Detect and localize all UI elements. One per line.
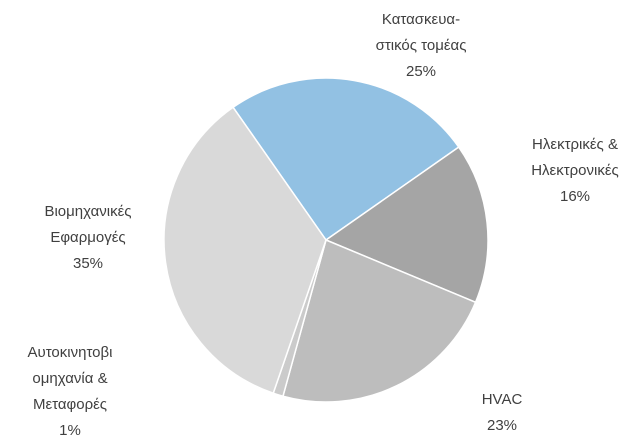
- slice-value-label: 16%: [560, 188, 590, 205]
- pie-slice: [232, 77, 460, 242]
- pie-slice: [163, 106, 327, 395]
- slice-label: στικός τομέας: [376, 37, 467, 54]
- pie-slice: [324, 146, 489, 304]
- slice-label: Κατασκευα-: [382, 11, 460, 28]
- pie-slice: [282, 238, 477, 403]
- slice-label: Εφαρμογές: [50, 229, 125, 246]
- slice-label: Ηλεκτρικές &: [532, 136, 618, 153]
- slice-label: Αυτοκινητοβι: [28, 344, 113, 361]
- slice-label: Βιομηχανικές: [44, 203, 131, 220]
- slice-value-label: 1%: [59, 422, 81, 435]
- slice-value-label: 35%: [73, 255, 103, 272]
- slice-label: HVAC: [482, 391, 523, 408]
- slice-label: Μεταφορές: [33, 396, 107, 413]
- slice-label: ομηχανία &: [32, 370, 107, 387]
- slice-value-label: 23%: [487, 417, 517, 434]
- slice-label: Ηλεκτρονικές: [531, 162, 619, 179]
- slice-value-label: 25%: [406, 63, 436, 80]
